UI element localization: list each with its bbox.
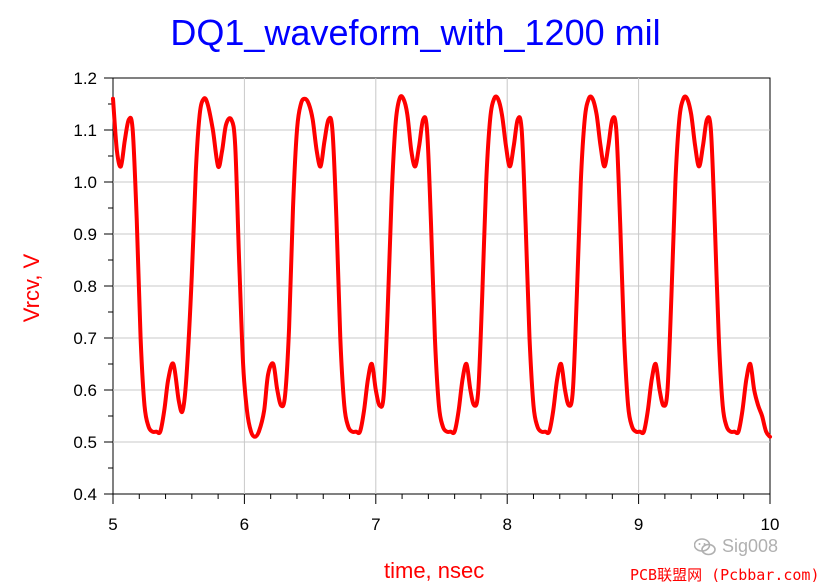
y-tick-label: 1.2 xyxy=(73,69,97,88)
x-tick-label: 10 xyxy=(761,515,780,534)
watermark-site: PCB联盟网 (Pcbbar.com) xyxy=(630,566,820,584)
watermark-logo: Sig008 xyxy=(694,536,778,557)
x-tick-label: 6 xyxy=(240,515,249,534)
x-tick-label: 7 xyxy=(371,515,380,534)
y-axis-label: Vrcv, V xyxy=(19,253,44,323)
x-axis-label: time, nsec xyxy=(384,558,485,583)
x-tick-label: 8 xyxy=(502,515,511,534)
watermark-logo-text: Sig008 xyxy=(722,536,779,556)
y-tick-label: 0.7 xyxy=(73,329,97,348)
y-tick-label: 1.0 xyxy=(73,173,97,192)
watermark: Sig008 PCB联盟网 (Pcbbar.com) xyxy=(630,536,820,586)
chart-title: DQ1_waveform_with_1200 mil xyxy=(170,12,661,53)
x-tick-label: 9 xyxy=(634,515,643,534)
y-tick-label: 0.4 xyxy=(73,485,97,504)
y-tick-label: 1.1 xyxy=(73,121,97,140)
y-tick-label: 0.8 xyxy=(73,277,97,296)
series-line-vrcv xyxy=(111,94,772,439)
wechat-icon xyxy=(694,537,716,555)
y-tick-label: 0.6 xyxy=(73,381,97,400)
y-tick-label: 0.5 xyxy=(73,433,97,452)
y-tick-label: 0.9 xyxy=(73,225,97,244)
x-tick-label: 5 xyxy=(108,515,117,534)
